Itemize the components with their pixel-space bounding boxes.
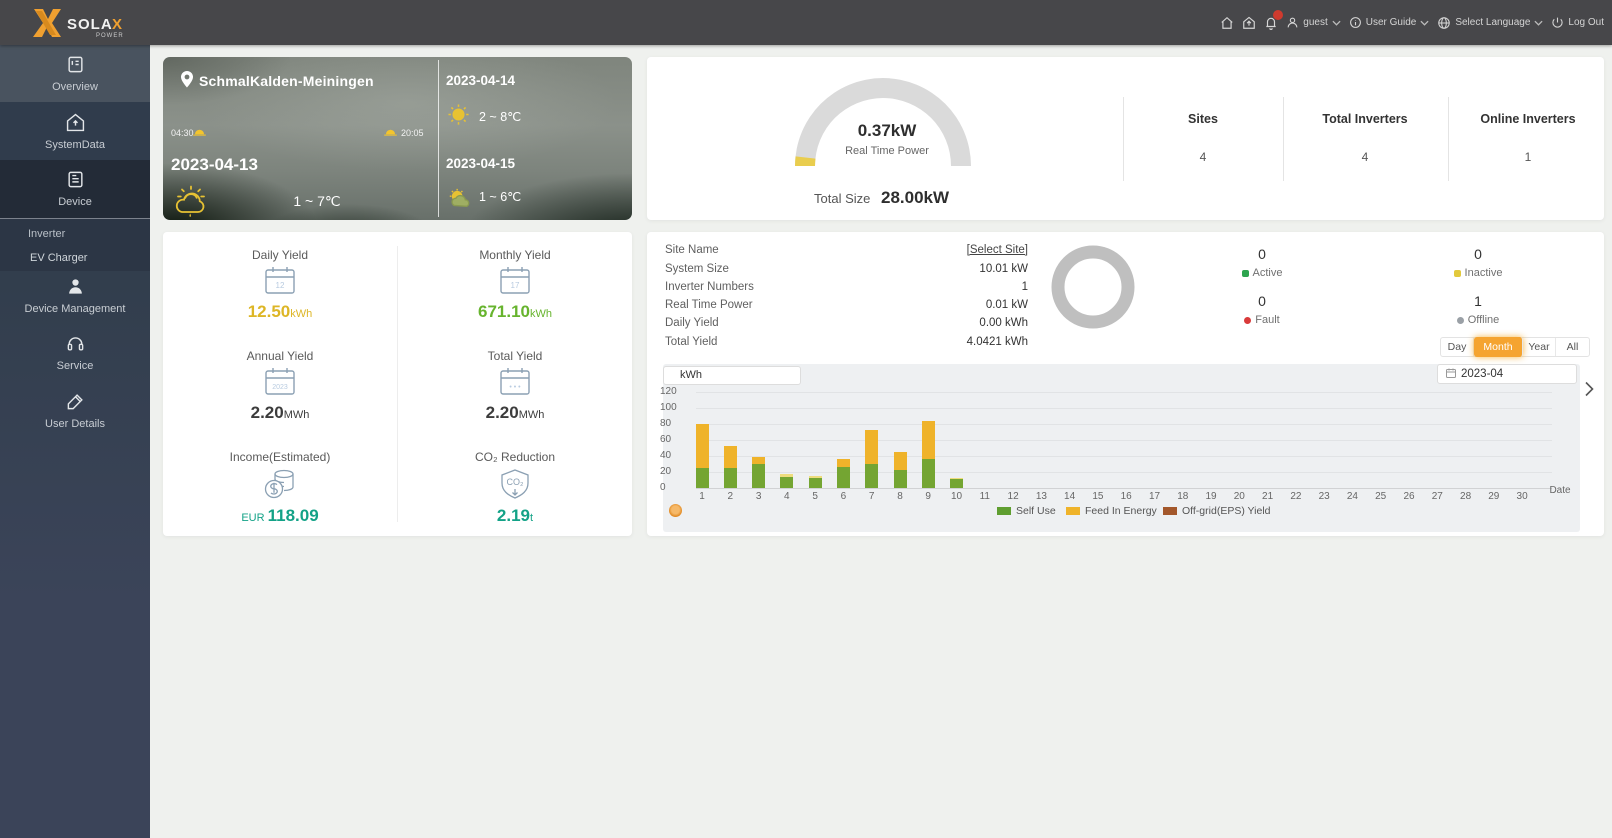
svg-text:SOLA: SOLA bbox=[67, 16, 113, 33]
svg-text:12: 12 bbox=[276, 281, 285, 290]
svg-text:• • •: • • • bbox=[509, 384, 521, 391]
svg-text:X: X bbox=[112, 16, 122, 33]
svg-text:POWER: POWER bbox=[96, 33, 124, 39]
svg-text:17: 17 bbox=[511, 281, 520, 290]
svg-text:CO₂: CO₂ bbox=[507, 477, 525, 487]
svg-text:2023: 2023 bbox=[272, 384, 288, 391]
